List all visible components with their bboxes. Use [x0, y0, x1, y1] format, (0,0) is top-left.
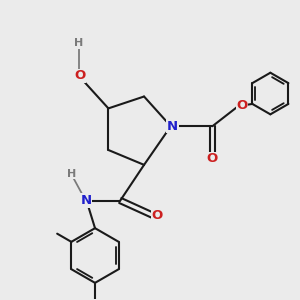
Text: O: O: [236, 99, 248, 112]
Text: H: H: [67, 169, 76, 179]
Text: H: H: [74, 38, 83, 48]
Text: N: N: [167, 120, 178, 133]
Text: O: O: [152, 209, 163, 222]
Text: O: O: [207, 152, 218, 165]
Text: O: O: [74, 69, 86, 82]
Text: N: N: [80, 194, 92, 207]
